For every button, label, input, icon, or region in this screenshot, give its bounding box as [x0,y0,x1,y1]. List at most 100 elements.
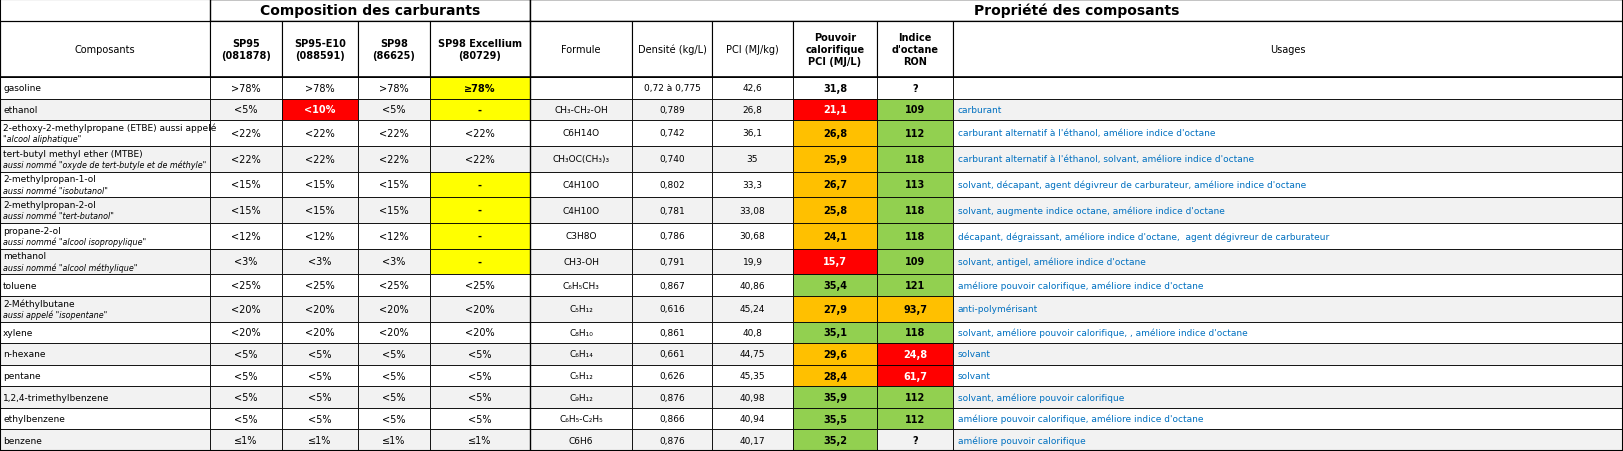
Text: <3%: <3% [234,257,258,267]
Text: 35,5: 35,5 [823,414,847,423]
Bar [209,429,282,451]
Text: <5%: <5% [234,414,258,423]
Text: 112: 112 [906,414,925,423]
Text: <3%: <3% [308,257,331,267]
Bar [794,322,876,343]
Bar [712,429,794,451]
Bar [531,121,631,147]
Text: 33,3: 33,3 [742,180,763,189]
Text: 0,72 à 0,775: 0,72 à 0,775 [644,84,701,93]
Text: Propriété des composants: Propriété des composants [974,4,1180,18]
Bar [794,343,876,365]
Bar [531,429,631,451]
Text: <5%: <5% [383,105,406,115]
Bar [282,22,359,78]
Text: 40,86: 40,86 [740,281,766,290]
Bar [359,408,430,429]
Bar [359,365,430,387]
Bar [953,172,1623,198]
Bar [631,343,712,365]
Bar [631,198,712,223]
Bar [953,22,1623,78]
Text: Indice
d'octane
RON: Indice d'octane RON [891,33,938,67]
Text: 1,2,4-trimethylbenzene: 1,2,4-trimethylbenzene [3,393,109,402]
Bar [531,198,631,223]
Bar [953,387,1623,408]
Text: C₅H₁₂: C₅H₁₂ [570,371,592,380]
Bar [631,365,712,387]
Text: 44,75: 44,75 [740,350,766,359]
Text: 2-Méthylbutane: 2-Méthylbutane [3,299,75,308]
Text: 25,9: 25,9 [823,154,847,164]
Text: >78%: >78% [230,83,261,93]
Bar [876,322,953,343]
Bar [876,172,953,198]
Bar [209,99,282,121]
Text: aussi nommé "oxyde de tert-butyle et de méthyle": aussi nommé "oxyde de tert-butyle et de … [3,160,206,170]
Text: 112: 112 [906,129,925,138]
Bar [631,387,712,408]
Bar [430,22,531,78]
Bar [430,198,531,223]
Text: <15%: <15% [230,180,261,190]
Text: <12%: <12% [230,231,261,241]
Bar [359,296,430,322]
Text: ≤1%: ≤1% [234,435,258,445]
Text: 26,8: 26,8 [823,129,847,138]
Text: Densité (kg/L): Densité (kg/L) [638,45,706,55]
Bar [712,296,794,322]
Bar [0,0,209,22]
Bar [631,408,712,429]
Bar [359,429,430,451]
Bar [430,99,531,121]
Bar [531,275,631,296]
Text: <20%: <20% [230,304,261,314]
Text: tert-butyl methyl ether (MTBE): tert-butyl methyl ether (MTBE) [3,149,143,158]
Bar [282,198,359,223]
Text: 0,786: 0,786 [659,232,685,241]
Bar [953,249,1623,275]
Bar [209,198,282,223]
Bar [531,78,631,99]
Text: <5%: <5% [383,392,406,402]
Text: <15%: <15% [230,206,261,216]
Bar [0,296,209,322]
Bar [359,147,430,172]
Text: 24,8: 24,8 [902,349,927,359]
Bar [794,365,876,387]
Text: 29,6: 29,6 [823,349,847,359]
Bar [282,365,359,387]
Text: ?: ? [912,435,919,445]
Text: Composants: Composants [75,45,135,55]
Bar [531,408,631,429]
Bar [631,429,712,451]
Text: 0,781: 0,781 [659,206,685,215]
Text: 121: 121 [906,281,925,290]
Text: -: - [479,180,482,190]
Text: toluene: toluene [3,281,37,290]
Text: 45,35: 45,35 [740,371,766,380]
Bar [794,223,876,249]
Bar [430,172,531,198]
Bar [631,147,712,172]
Bar [209,22,282,78]
Text: <20%: <20% [466,327,495,338]
Text: -: - [479,231,482,241]
Text: <5%: <5% [308,349,331,359]
Text: <12%: <12% [305,231,334,241]
Text: aussi nommé "alcool méthylique": aussi nommé "alcool méthylique" [3,263,138,272]
Bar [531,223,631,249]
Bar [712,121,794,147]
Bar [0,322,209,343]
Bar [631,275,712,296]
Text: SP95-E10
(088591): SP95-E10 (088591) [294,39,346,61]
Text: <5%: <5% [234,349,258,359]
Bar [209,275,282,296]
Text: 35,4: 35,4 [823,281,847,290]
Bar [0,121,209,147]
Bar [794,275,876,296]
Text: SP98
(86625): SP98 (86625) [373,39,415,61]
Bar [282,249,359,275]
Text: aussi nommé "tert-butanol": aussi nommé "tert-butanol" [3,212,114,221]
Bar [953,223,1623,249]
